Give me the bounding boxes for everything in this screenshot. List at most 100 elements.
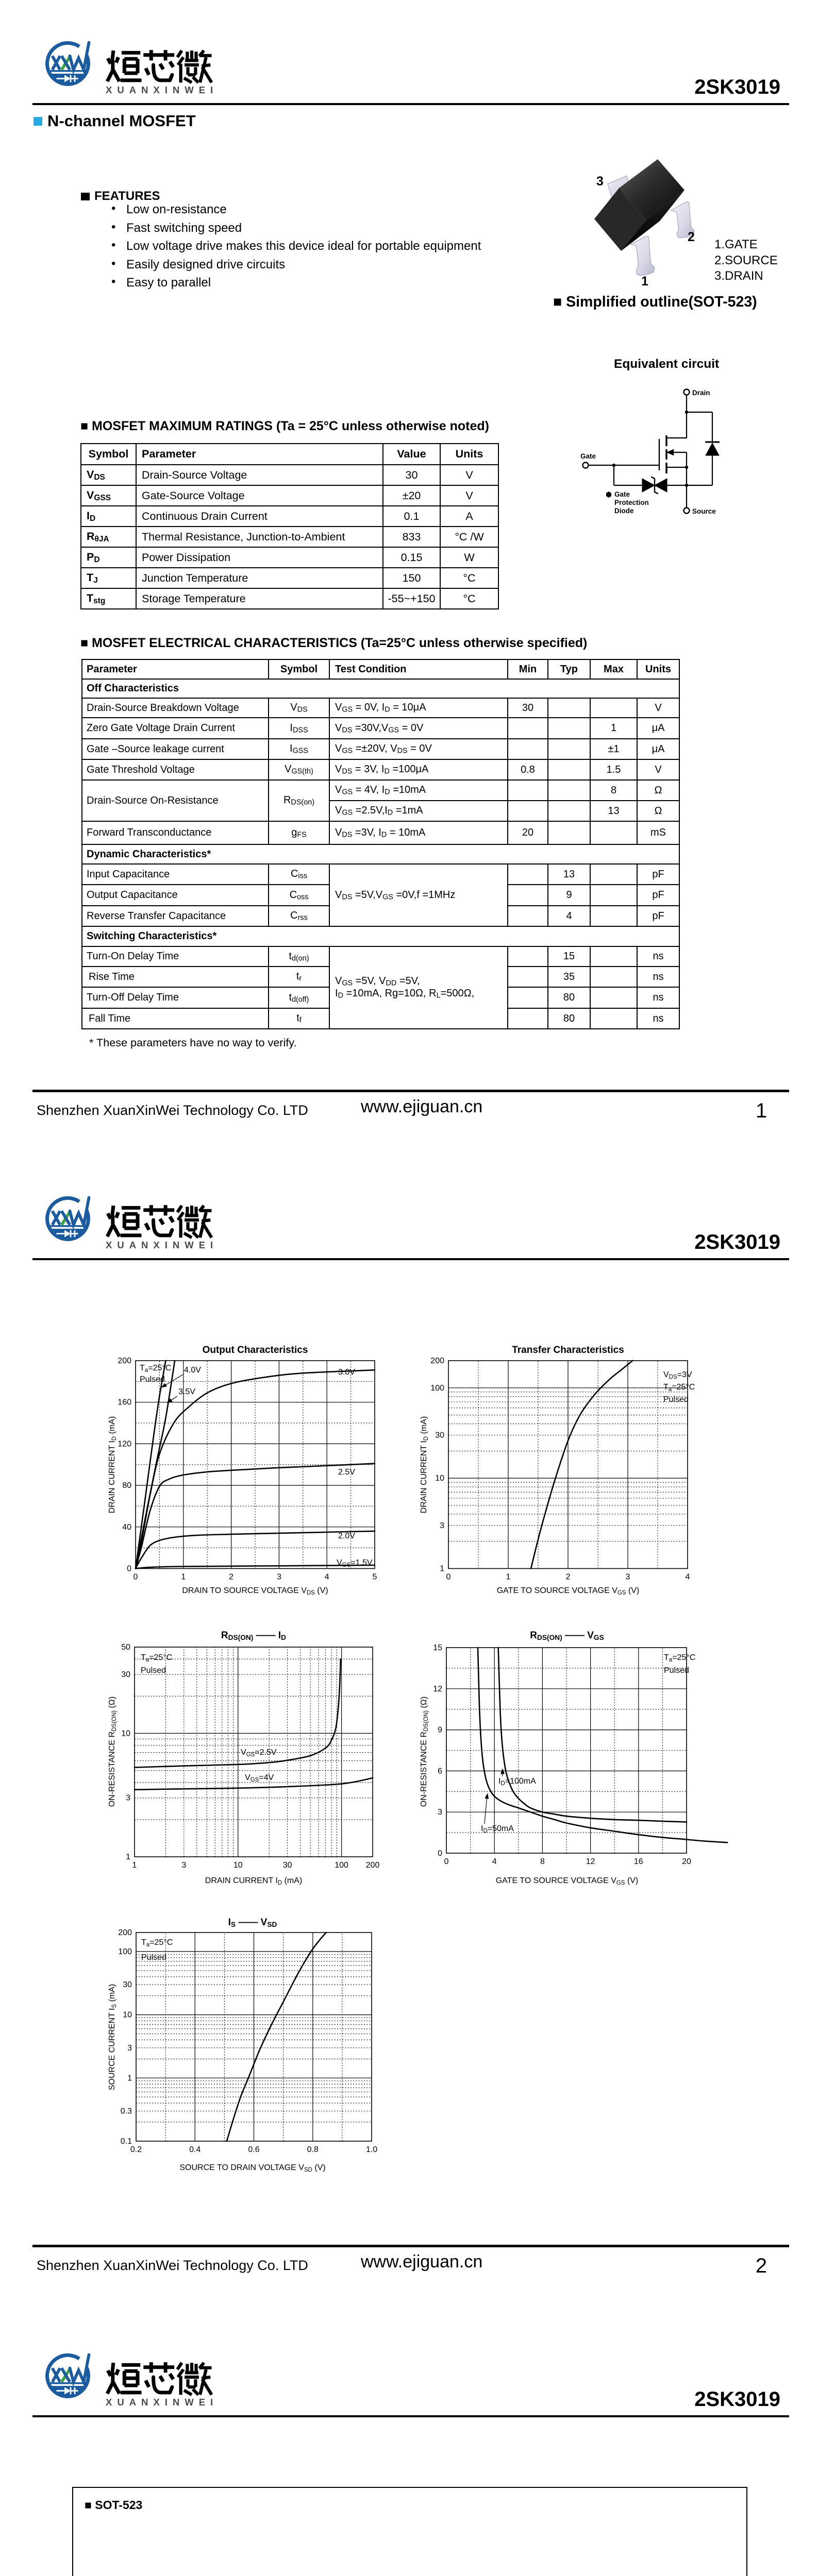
svg-text:20: 20 bbox=[682, 1857, 691, 1866]
svg-text:40: 40 bbox=[122, 1523, 131, 1532]
svg-text:30: 30 bbox=[121, 1670, 130, 1679]
svg-text:12: 12 bbox=[586, 1857, 595, 1866]
svg-text:IS —— VSD: IS —— VSD bbox=[228, 1917, 277, 1928]
svg-text:100: 100 bbox=[430, 1384, 444, 1393]
svg-text:100: 100 bbox=[118, 1947, 132, 1956]
svg-text:ON-RESISTANCE RDS(ON) (Ω): ON-RESISTANCE RDS(ON) (Ω) bbox=[108, 1697, 118, 1807]
svg-text:3: 3 bbox=[438, 1808, 442, 1817]
svg-text:30: 30 bbox=[435, 1431, 444, 1440]
svg-text:3: 3 bbox=[126, 1794, 130, 1803]
svg-text:Gate: Gate bbox=[580, 452, 596, 460]
svg-text:VDS=3V: VDS=3V bbox=[663, 1370, 692, 1380]
svg-text:3: 3 bbox=[277, 1573, 281, 1582]
svg-text:200: 200 bbox=[430, 1357, 444, 1365]
svg-text:4: 4 bbox=[492, 1857, 497, 1866]
svg-text:3: 3 bbox=[440, 1521, 444, 1530]
svg-text:0.4: 0.4 bbox=[189, 2145, 201, 2154]
svg-text:4: 4 bbox=[325, 1573, 329, 1582]
svg-text:2: 2 bbox=[229, 1573, 233, 1582]
svg-text:3: 3 bbox=[626, 1573, 630, 1582]
svg-text:12: 12 bbox=[433, 1685, 442, 1693]
svg-text:Pulsed: Pulsed bbox=[140, 1375, 165, 1384]
svg-text:15: 15 bbox=[433, 1643, 442, 1652]
svg-text:3: 3 bbox=[127, 2044, 132, 2053]
svg-text:SOURCE CURRENT IS (mA): SOURCE CURRENT IS (mA) bbox=[108, 1984, 118, 2091]
svg-text:Diode: Diode bbox=[614, 507, 634, 515]
svg-text:8: 8 bbox=[540, 1857, 545, 1866]
svg-text:50: 50 bbox=[121, 1643, 130, 1652]
svg-text:SOURCE TO DRAIN VOLTAGE VSD: SOURCE TO DRAIN VOLTAGE VSD (V) bbox=[179, 2163, 325, 2173]
svg-text:5: 5 bbox=[373, 1573, 377, 1582]
svg-text:4: 4 bbox=[686, 1573, 690, 1582]
svg-text:10: 10 bbox=[233, 1861, 243, 1870]
svg-text:Pulsed: Pulsed bbox=[141, 1953, 166, 1962]
svg-text:2.5V: 2.5V bbox=[338, 1468, 355, 1477]
svg-text:DRAIN CURRENT ID (mA): DRAIN CURRENT ID (mA) bbox=[205, 1876, 302, 1886]
svg-text:120: 120 bbox=[118, 1439, 131, 1448]
svg-text:0: 0 bbox=[127, 1565, 131, 1573]
svg-text:3: 3 bbox=[181, 1861, 186, 1870]
svg-text:3.5V: 3.5V bbox=[178, 1387, 195, 1396]
svg-text:Ta=25°C: Ta=25°C bbox=[663, 1383, 695, 1393]
svg-text:1: 1 bbox=[641, 274, 648, 289]
svg-text:DRAIN TO SOURCE VOLTAGE VDS: DRAIN TO SOURCE VOLTAGE VDS (V) bbox=[182, 1586, 328, 1596]
svg-text:2: 2 bbox=[566, 1573, 571, 1582]
svg-text:GATE TO SOURCE VOLTAGE VGS: GATE TO SOURCE VOLTAGE VGS (V) bbox=[497, 1586, 640, 1596]
svg-text:2: 2 bbox=[688, 230, 695, 244]
svg-text:0: 0 bbox=[444, 1857, 449, 1866]
svg-text:Output Characteristics: Output Characteristics bbox=[203, 1345, 308, 1355]
svg-text:100: 100 bbox=[335, 1861, 348, 1870]
svg-text:ON-RESISTANCE RDS(ON) (Ω): ON-RESISTANCE RDS(ON) (Ω) bbox=[420, 1697, 429, 1807]
svg-text:ID=50mA: ID=50mA bbox=[481, 1824, 514, 1834]
svg-text:DRAIN CURRENT ID (mA): DRAIN CURRENT ID (mA) bbox=[108, 1416, 118, 1513]
svg-text:1: 1 bbox=[126, 1853, 130, 1861]
svg-text:Pulsed: Pulsed bbox=[141, 1666, 166, 1675]
svg-text:10: 10 bbox=[123, 2011, 132, 2020]
svg-text:1: 1 bbox=[506, 1573, 511, 1582]
svg-text:VGS=2.5V: VGS=2.5V bbox=[241, 1748, 277, 1758]
svg-text:0.6: 0.6 bbox=[248, 2145, 259, 2154]
svg-text:0.1: 0.1 bbox=[121, 2137, 132, 2146]
svg-text:6: 6 bbox=[438, 1767, 442, 1775]
svg-text:160: 160 bbox=[118, 1398, 131, 1407]
svg-text:2.0V: 2.0V bbox=[338, 1532, 355, 1540]
svg-text:0: 0 bbox=[438, 1849, 442, 1858]
svg-text:RDS(ON) —— ID: RDS(ON) —— ID bbox=[221, 1630, 286, 1641]
svg-text:VGS=1.5V: VGS=1.5V bbox=[337, 1558, 373, 1568]
svg-text:GATE TO SOURCE VOLTAGE VGS: GATE TO SOURCE VOLTAGE VGS (V) bbox=[496, 1876, 639, 1886]
svg-text:Transfer Characteristics: Transfer Characteristics bbox=[512, 1345, 624, 1355]
svg-text:Ta=25°C: Ta=25°C bbox=[141, 1653, 172, 1663]
svg-text:Ta=25°C: Ta=25°C bbox=[664, 1653, 695, 1663]
svg-text:200: 200 bbox=[366, 1861, 380, 1870]
svg-text:1.0: 1.0 bbox=[366, 2145, 377, 2154]
svg-text:10: 10 bbox=[121, 1729, 130, 1738]
svg-text:4.0V: 4.0V bbox=[184, 1366, 201, 1375]
svg-text:Protection: Protection bbox=[614, 499, 649, 506]
svg-text:30: 30 bbox=[283, 1861, 292, 1870]
svg-text:80: 80 bbox=[122, 1481, 131, 1490]
svg-text:1: 1 bbox=[440, 1565, 444, 1573]
svg-text:10: 10 bbox=[435, 1474, 444, 1483]
svg-text:1: 1 bbox=[181, 1573, 186, 1582]
svg-text:Source: Source bbox=[692, 507, 716, 515]
svg-text:3.0V: 3.0V bbox=[338, 1368, 355, 1377]
svg-text:9: 9 bbox=[438, 1726, 442, 1735]
svg-text:200: 200 bbox=[118, 1357, 131, 1365]
svg-text:0: 0 bbox=[133, 1573, 138, 1582]
svg-text:DRAIN CURRENT ID (mA): DRAIN CURRENT ID (mA) bbox=[420, 1416, 429, 1513]
svg-text:ID=100mA: ID=100mA bbox=[498, 1777, 536, 1787]
svg-text:Pulsed: Pulsed bbox=[663, 1395, 689, 1404]
svg-text:30: 30 bbox=[123, 1980, 132, 1989]
svg-text:RDS(ON) —— VGS: RDS(ON) —— VGS bbox=[530, 1630, 604, 1641]
svg-text:0.3: 0.3 bbox=[121, 2107, 132, 2116]
svg-text:0.8: 0.8 bbox=[307, 2145, 319, 2154]
svg-text:Pulsed: Pulsed bbox=[664, 1666, 689, 1675]
svg-text:1: 1 bbox=[127, 2074, 132, 2082]
svg-text:Drain: Drain bbox=[692, 389, 710, 397]
svg-text:Ta=25°C: Ta=25°C bbox=[141, 1938, 173, 1948]
svg-text:0: 0 bbox=[446, 1573, 451, 1582]
svg-text:16: 16 bbox=[634, 1857, 643, 1866]
svg-text:Ta=25°C: Ta=25°C bbox=[140, 1364, 171, 1374]
svg-text:3: 3 bbox=[596, 174, 604, 189]
svg-text:Gate: Gate bbox=[614, 490, 630, 498]
